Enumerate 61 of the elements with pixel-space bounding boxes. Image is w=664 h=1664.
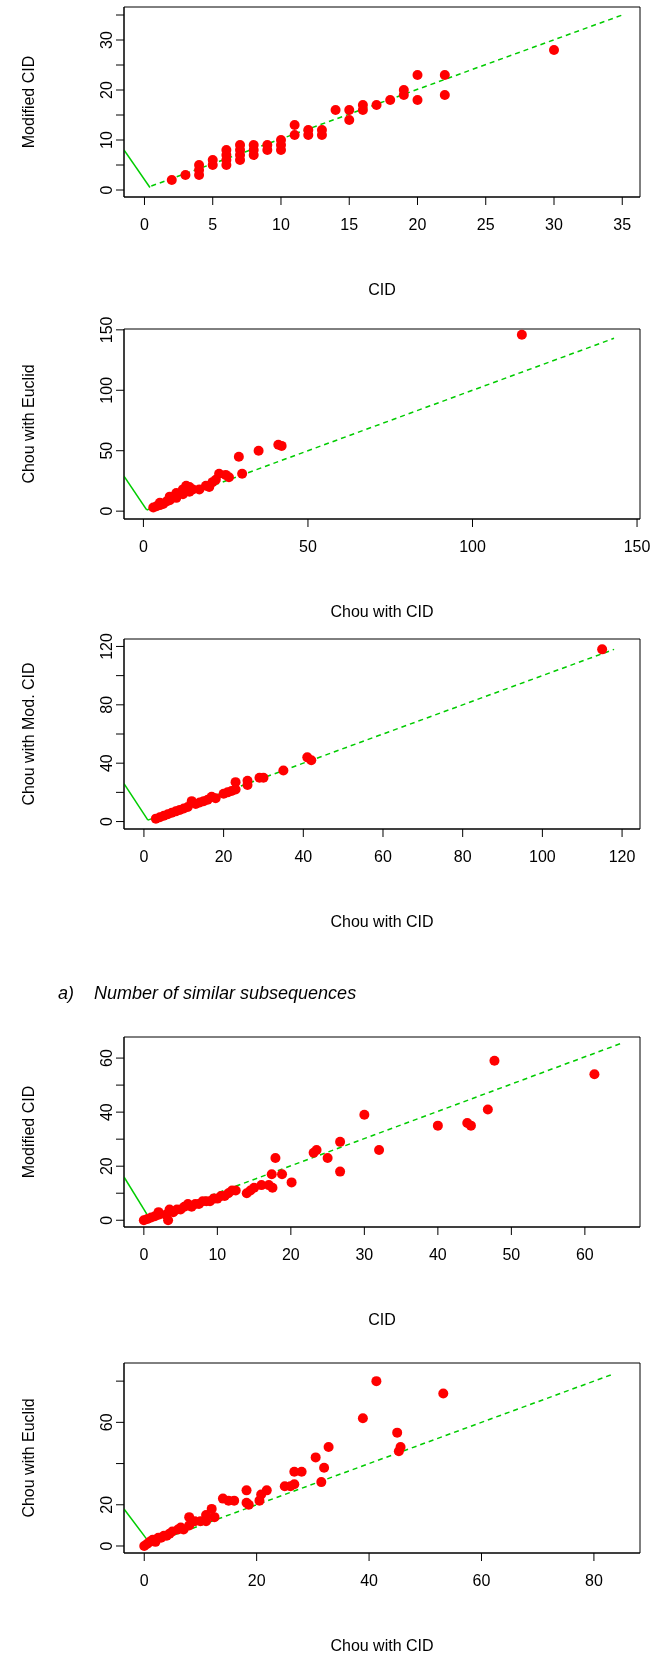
x-tick-label: 5: [208, 216, 218, 234]
x-tick-label: 25: [476, 216, 495, 234]
x-tick-label: 35: [613, 216, 632, 234]
y-axis-title: Modified CID: [19, 1085, 37, 1179]
x-tick-label: 0: [138, 538, 148, 556]
x-tick-label: 60: [472, 1572, 491, 1590]
y-tick-label: 120: [98, 633, 115, 660]
x-tick-label: 150: [623, 538, 651, 556]
x-tick-label: 50: [299, 538, 317, 556]
x-tick-label: 0: [139, 1572, 149, 1590]
x-tick-label: 20: [281, 1246, 300, 1264]
x-axis-title: CID: [368, 1311, 396, 1328]
y-axis-title: Chou with Euclid: [19, 1398, 37, 1518]
y-tick-label: 20: [98, 81, 115, 99]
x-tick-label: 80: [585, 1572, 603, 1590]
y-tick-label: 20: [98, 1495, 115, 1514]
x-axis-title: Chou with CID: [330, 603, 434, 620]
x-tick-label: 80: [453, 848, 472, 866]
y-tick-label: 0: [98, 1215, 115, 1225]
x-axis-title: Chou with CID: [330, 1637, 434, 1654]
x-tick-label: 30: [355, 1246, 374, 1264]
text: a) Number of similar subsequences: [58, 983, 357, 1004]
x-axis-title: CID: [368, 281, 396, 298]
y-axis-title: Modified CID: [19, 55, 37, 149]
y-tick-label: 40: [98, 754, 115, 773]
x-tick-label: 30: [545, 216, 563, 234]
y-tick-label: 0: [98, 185, 115, 195]
x-tick-label: 100: [459, 538, 486, 556]
y-axis-title: Chou with Mod. CID: [19, 662, 37, 806]
y-tick-label: 80: [98, 695, 115, 714]
y-tick-label: 150: [98, 316, 115, 344]
x-tick-label: 100: [529, 848, 556, 866]
x-tick-label: 0: [139, 1246, 149, 1264]
y-tick-label: 20: [98, 1157, 115, 1176]
x-tick-label: 60: [374, 848, 392, 866]
y-tick-label: 60: [98, 1413, 115, 1432]
y-tick-label: 40: [98, 1103, 115, 1122]
y-tick-label: 50: [98, 441, 115, 460]
y-tick-label: 10: [98, 131, 115, 149]
x-tick-label: 20: [408, 216, 427, 234]
x-tick-label: 20: [214, 848, 233, 866]
x-axis-title: Chou with CID: [330, 913, 434, 930]
x-tick-label: 10: [208, 1246, 227, 1264]
x-tick-label: 20: [247, 1572, 266, 1590]
y-tick-label: 60: [98, 1049, 115, 1067]
y-tick-label: 0: [98, 1541, 115, 1551]
x-tick-label: 40: [428, 1246, 447, 1264]
x-tick-label: 60: [575, 1246, 594, 1264]
x-tick-label: 10: [272, 216, 290, 234]
x-tick-label: 0: [140, 216, 150, 234]
y-tick-label: 0: [98, 817, 115, 827]
x-tick-label: 120: [608, 848, 636, 866]
x-tick-label: 50: [502, 1246, 521, 1264]
y-tick-label: 30: [98, 31, 115, 49]
x-tick-label: 40: [360, 1572, 379, 1590]
x-tick-label: 0: [139, 848, 149, 866]
y-tick-label: 0: [98, 506, 115, 516]
y-axis-title: Chou with Euclid: [19, 364, 37, 484]
x-tick-label: 15: [340, 216, 359, 234]
y-tick-label: 100: [98, 376, 115, 404]
x-tick-label: 40: [294, 848, 313, 866]
